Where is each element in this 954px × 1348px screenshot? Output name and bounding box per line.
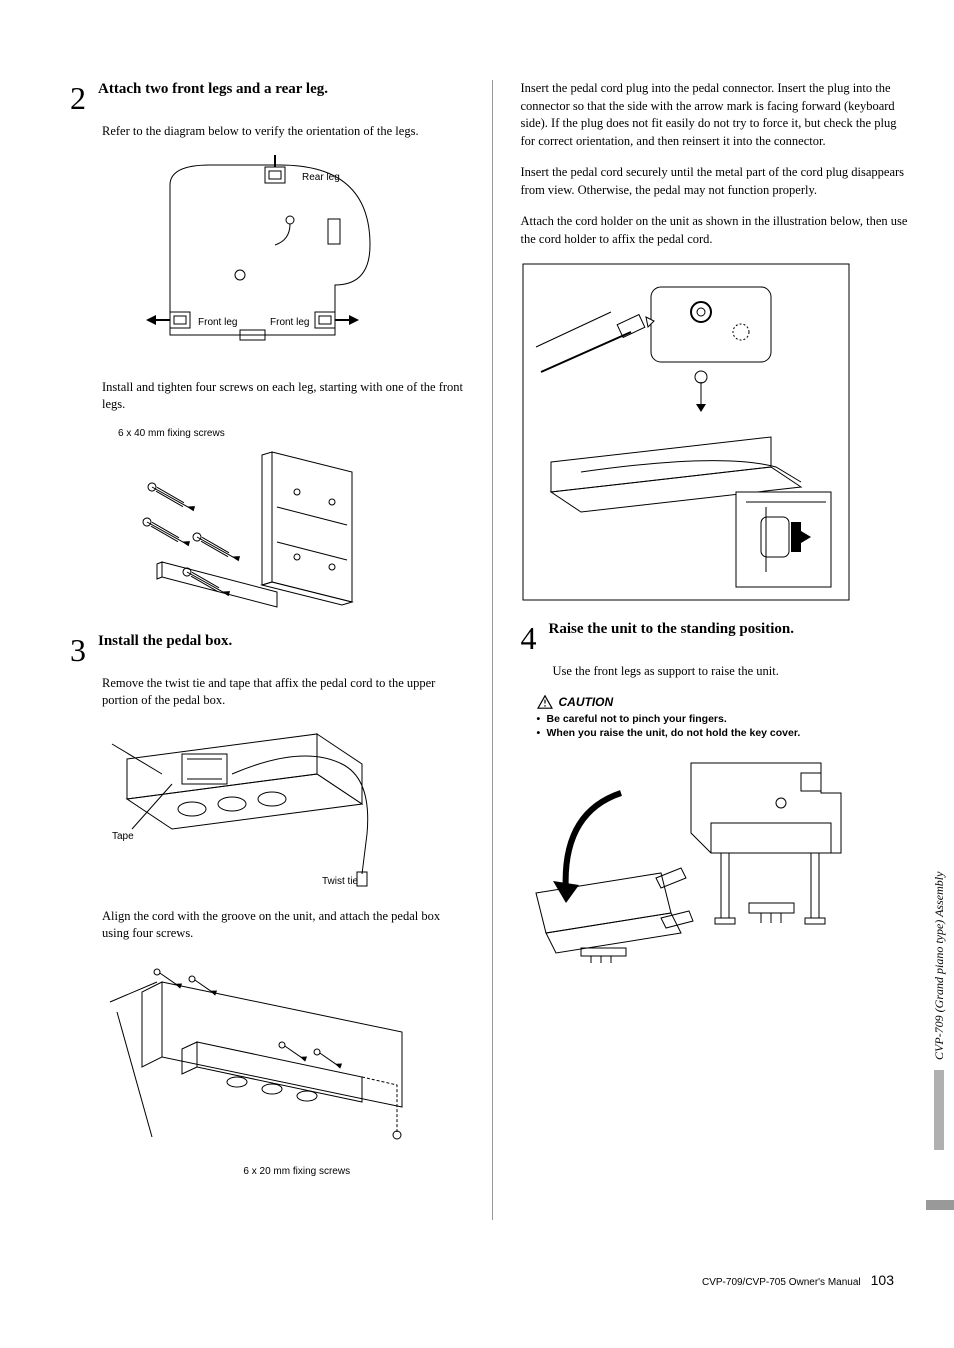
column-divider: [492, 80, 493, 1220]
step-3-body-1: Remove the twist tie and tape that affix…: [102, 675, 464, 710]
step-2-title: Attach two front legs and a rear leg.: [98, 81, 328, 97]
front-leg-l-label: Front leg: [198, 317, 237, 328]
step-3-number: 3: [70, 632, 86, 669]
caution-icon: [537, 695, 553, 709]
caution-row: CAUTION: [537, 695, 915, 709]
step-2-diagram-2: [102, 447, 464, 612]
step-3-diagram-2-label: 6 x 20 mm fixing screws: [130, 1166, 464, 1177]
step-4-header: 4 Raise the unit to the standing positio…: [521, 620, 915, 657]
step-2-diagram-2-label: 6 x 40 mm fixing screws: [118, 428, 464, 439]
step-2-body-2: Install and tighten four screws on each …: [102, 379, 464, 414]
page-footer: CVP-709/CVP-705 Owner's Manual 103: [702, 1272, 894, 1288]
step-2-number: 2: [70, 80, 86, 117]
step-3-body-2: Align the cord with the groove on the un…: [102, 908, 464, 943]
right-intro-p2: Insert the pedal cord securely until the…: [521, 164, 915, 199]
step-3-diagram-2: [102, 957, 464, 1152]
step-4-title: Raise the unit to the standing position.: [549, 621, 794, 637]
footer-doc-title: CVP-709/CVP-705 Owner's Manual: [702, 1277, 861, 1288]
right-intro-p1: Insert the pedal cord plug into the peda…: [521, 80, 915, 150]
step-3-title: Install the pedal box.: [98, 633, 232, 649]
step-4-number: 4: [521, 620, 537, 657]
caution-label: CAUTION: [559, 695, 614, 709]
step-2-body-1: Refer to the diagram below to verify the…: [102, 123, 464, 141]
side-tab: CVP-709 (Grand piano type) Assembly: [924, 830, 954, 1160]
step-4-body-1: Use the front legs as support to raise t…: [553, 663, 915, 681]
step-2-diagram-1: Rear leg Front leg Front leg: [140, 155, 464, 365]
rear-leg-label: Rear leg: [302, 172, 340, 183]
side-stub: [926, 1200, 954, 1210]
bullet-2: When you raise the unit, do not hold the…: [537, 727, 915, 739]
caution-bullets: Be careful not to pinch your fingers. Wh…: [537, 713, 915, 739]
front-leg-r-label: Front leg: [270, 317, 309, 328]
bullet-1: Be careful not to pinch your fingers.: [537, 713, 915, 725]
twist-label: Twist tie: [322, 876, 359, 887]
left-column: 2 Attach two front legs and a rear leg. …: [70, 80, 484, 1220]
right-column: Insert the pedal cord plug into the peda…: [501, 80, 915, 1220]
step-4-diagram: [521, 753, 915, 963]
right-intro-p3: Attach the cord holder on the unit as sh…: [521, 213, 915, 248]
side-tab-bar: [934, 1070, 944, 1150]
page-content: 2 Attach two front legs and a rear leg. …: [0, 0, 954, 1220]
side-tab-text: CVP-709 (Grand piano type) Assembly: [932, 830, 947, 1060]
step-2-header: 2 Attach two front legs and a rear leg.: [70, 80, 464, 117]
footer-page-number: 103: [871, 1272, 894, 1288]
step-3-diagram-1: Tape Twist tie: [102, 724, 464, 894]
step-3-header: 3 Install the pedal box.: [70, 632, 464, 669]
cord-holder-diagram: [521, 262, 915, 602]
tape-label: Tape: [112, 831, 134, 842]
